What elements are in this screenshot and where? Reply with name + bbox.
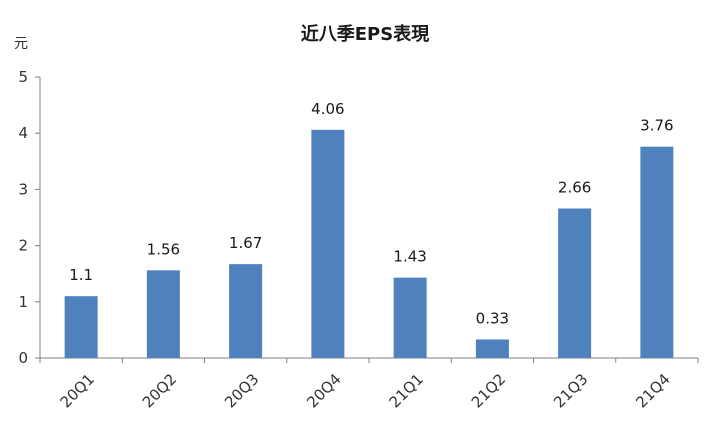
data-labels: 1.1 1.56 1.67 4.06 1.43 0.33 2.66 3.76 <box>69 100 673 328</box>
x-tick-label-20q4: 20Q4 <box>303 370 344 411</box>
x-tick-label-20q1: 20Q1 <box>57 370 98 411</box>
chart-title: 近八季EPS表現 <box>301 23 429 45</box>
data-label-21q1: 1.43 <box>393 248 426 266</box>
bar-20q1 <box>64 296 98 358</box>
data-label-21q2: 0.33 <box>476 309 509 327</box>
y-tick-label: 5 <box>18 68 28 86</box>
x-tick-label-21q2: 21Q2 <box>468 370 509 411</box>
data-label-21q4: 3.76 <box>640 117 673 135</box>
x-tick-label-21q1: 21Q1 <box>386 370 427 411</box>
data-label-20q3: 1.67 <box>229 234 262 252</box>
data-label-20q2: 1.56 <box>147 240 180 258</box>
y-tick-label: 4 <box>18 124 28 142</box>
y-tick-label: 2 <box>18 237 28 255</box>
y-tick-label: 1 <box>18 293 28 311</box>
data-label-21q3: 2.66 <box>558 179 591 197</box>
x-tick-label-21q4: 21Q4 <box>632 370 673 411</box>
y-tick-label: 3 <box>18 180 28 198</box>
bar-21q4 <box>640 146 674 358</box>
x-axis-ticks: 20Q1 20Q2 20Q3 20Q4 21Q1 21Q2 21Q3 21Q4 <box>39 358 699 411</box>
bar-series <box>64 129 674 358</box>
y-axis-unit-label: 元 <box>14 36 28 52</box>
data-label-20q4: 4.06 <box>311 100 344 118</box>
y-tick-label: 0 <box>18 349 28 367</box>
bar-20q4 <box>311 129 345 358</box>
bar-20q2 <box>146 270 180 358</box>
bar-21q2 <box>475 339 509 358</box>
x-tick-label-20q3: 20Q3 <box>221 370 262 411</box>
bar-20q3 <box>229 264 263 358</box>
y-axis-ticks: 0 1 2 3 4 5 <box>18 68 40 367</box>
bar-21q1 <box>393 277 427 358</box>
x-tick-label-20q2: 20Q2 <box>139 370 180 411</box>
bar-21q3 <box>558 208 592 358</box>
data-label-20q1: 1.1 <box>69 266 93 284</box>
x-tick-label-21q3: 21Q3 <box>550 370 591 411</box>
